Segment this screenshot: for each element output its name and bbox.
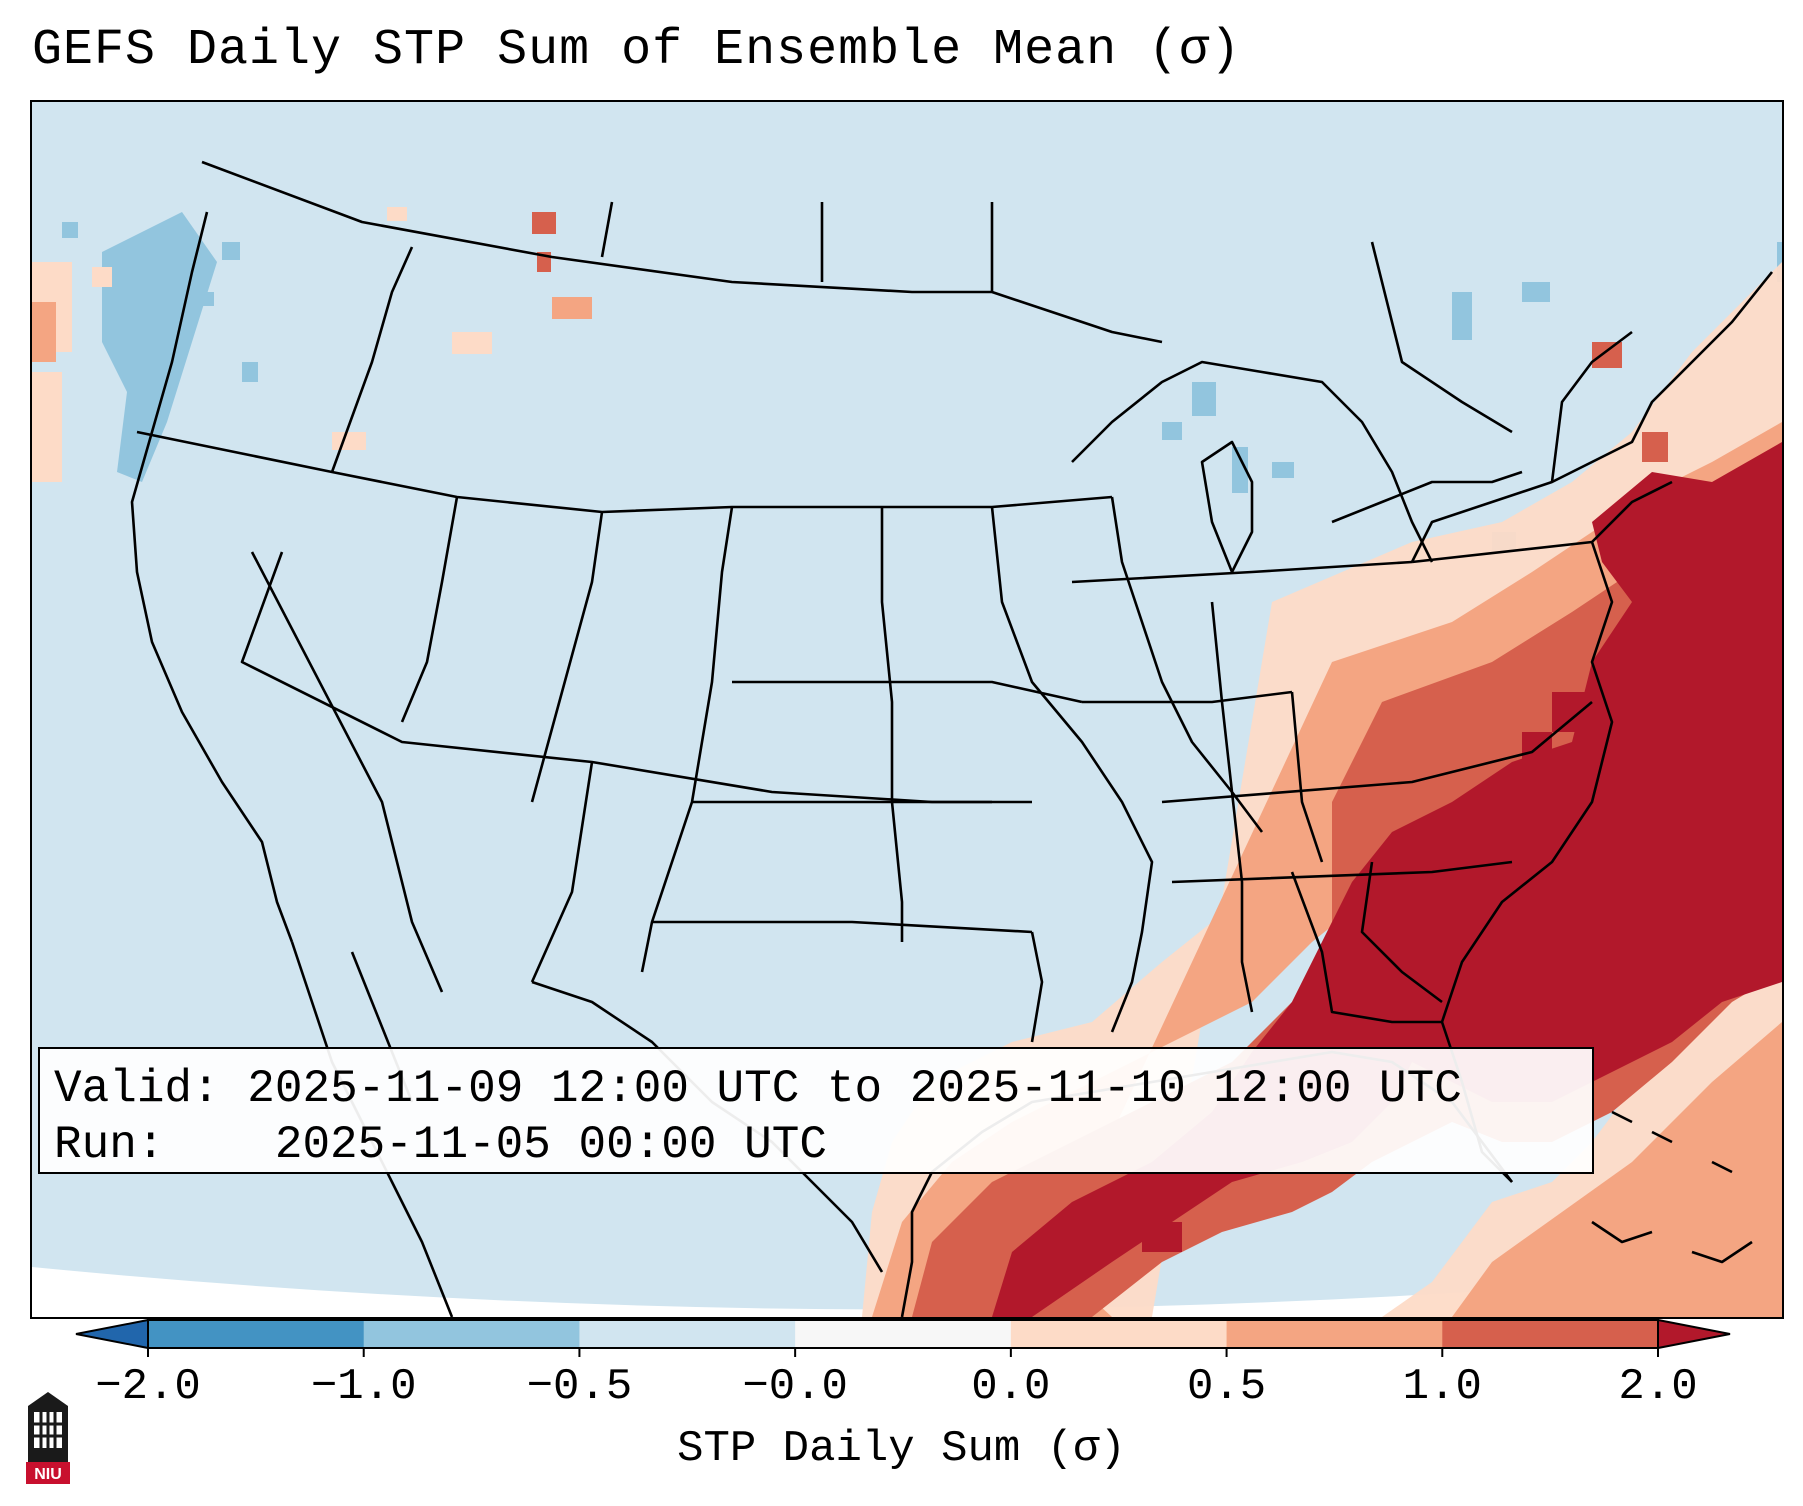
colorbar-bin [1442, 1320, 1659, 1348]
colorbar-label: STP Daily Sum (σ) [677, 1424, 1126, 1474]
colorbar-tick-label: −0.5 [526, 1362, 633, 1412]
validity-info-box: Valid: 2025-11-09 12:00 UTC to 2025-11-1… [38, 1047, 1594, 1174]
colorbar [75, 1318, 1731, 1357]
map-title: GEFS Daily STP Sum of Ensemble Mean (σ) [32, 22, 1242, 79]
valid-value: 2025-11-09 12:00 UTC to 2025-11-10 12:00… [247, 1063, 1462, 1115]
colorbar-tick-label: −2.0 [95, 1362, 201, 1412]
svg-text:NIU: NIU [34, 1466, 62, 1483]
northeast-coast [1410, 271, 1774, 563]
run-value: 2025-11-05 00:00 UTC [274, 1119, 827, 1171]
colorbar-tick-label: 0.0 [971, 1362, 1051, 1412]
colorbar-extend-low [75, 1318, 149, 1350]
us-canada-border [201, 160, 1163, 344]
pacific-coast [130, 211, 294, 943]
colorbar-bin [795, 1320, 1012, 1348]
bahamas [1591, 1220, 1653, 1244]
positive-anomaly-extreme [992, 442, 1782, 1317]
colorbar-outline [147, 1319, 1659, 1349]
colorbar-tick-label: −0.0 [742, 1362, 848, 1412]
colorbar-extend-high [1657, 1318, 1731, 1350]
colorbar-tick-label: 1.0 [1402, 1362, 1482, 1412]
run-label: Run: [54, 1119, 165, 1171]
projection-edge [32, 1267, 1782, 1317]
lake-michigan [1200, 440, 1254, 574]
colorbar-bin [148, 1320, 365, 1348]
colorbar-tick-label: −1.0 [310, 1362, 417, 1412]
colorbar-bin [579, 1320, 796, 1348]
great-lakes-shore [1071, 360, 1434, 563]
colorbar-bin [1010, 1320, 1228, 1348]
colorbar-tick-label: 0.5 [1186, 1362, 1267, 1412]
negative-anomaly-pacific-nw [62, 212, 258, 482]
colorbar-tick-label: 2.0 [1618, 1362, 1698, 1412]
colorbar-bin [363, 1320, 580, 1348]
valid-label: Valid: [54, 1063, 220, 1115]
niu-logo: NIU [20, 1388, 76, 1488]
colorbar-bin [1226, 1320, 1443, 1348]
